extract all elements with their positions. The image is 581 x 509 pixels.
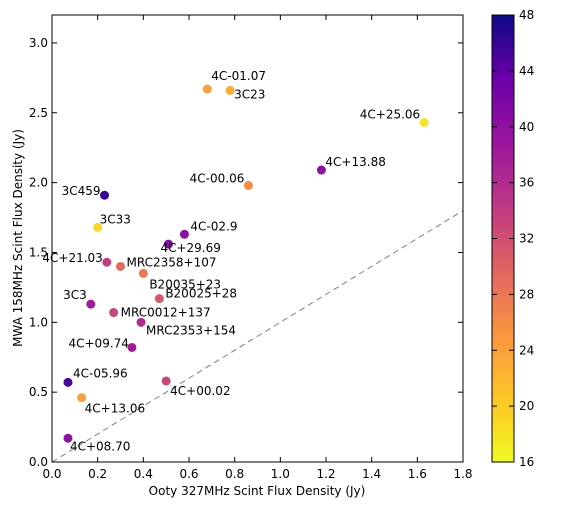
y-tick-label: 2.5 xyxy=(29,106,48,120)
data-point-label: 4C+25.06 xyxy=(360,108,420,122)
data-point xyxy=(138,268,148,278)
x-tick-label: 1.2 xyxy=(316,467,335,481)
data-point xyxy=(316,165,326,175)
x-axis-label: Ooty 327MHz Scint Flux Density (Jy) xyxy=(149,484,366,498)
data-point xyxy=(127,342,137,352)
data-point xyxy=(154,294,164,304)
data-point-label: 3C33 xyxy=(100,212,131,226)
data-point xyxy=(86,299,96,309)
data-point-label: MRC0012+137 xyxy=(121,306,211,320)
x-tick-label: 0.8 xyxy=(225,467,244,481)
x-tick-label: 1.0 xyxy=(271,467,290,481)
plot-frame xyxy=(51,14,464,463)
colorbar-tick-label: 16 xyxy=(519,455,534,469)
data-point xyxy=(179,229,189,239)
data-point-label: 3C459 xyxy=(62,184,101,198)
data-point-label: 4C+13.06 xyxy=(85,402,145,416)
colorbar-tick-label: 48 xyxy=(519,8,534,22)
x-tick-label: 0.0 xyxy=(42,467,61,481)
colorbar-tick-label: 36 xyxy=(519,176,534,190)
colorbar-tick-label: 20 xyxy=(519,399,534,413)
reference-line xyxy=(52,210,463,462)
data-point xyxy=(102,257,112,267)
x-axis-ticks: 0.0 0.2 0.4 0.6 0.8 1.0 1.2 1.4 1.6 1.8 xyxy=(42,15,473,481)
y-tick-label: 0.0 xyxy=(29,455,48,469)
data-point-label: 4C-05.96 xyxy=(73,366,128,380)
data-points xyxy=(63,84,429,443)
colorbar-tick-label: 40 xyxy=(519,120,534,134)
data-point-label: 3C3 xyxy=(63,288,87,302)
data-point xyxy=(77,393,87,403)
colorbar-tick-label: 28 xyxy=(519,287,534,301)
data-point xyxy=(63,377,73,387)
data-point-label: 4C+00.02 xyxy=(170,384,230,398)
data-point-label: B20025+28 xyxy=(165,287,237,301)
y-tick-label: 0.5 xyxy=(29,385,48,399)
data-point-label: B20035+23 xyxy=(149,277,221,291)
data-point-label: MRC2353+154 xyxy=(146,323,236,337)
data-point xyxy=(163,239,173,249)
point-labels: 4C-01.07 3C23 4C+25.06 4C+13.88 4C-00.06 3C45… xyxy=(42,69,420,453)
colorbar-tick-label: 32 xyxy=(519,232,534,246)
y-tick-label: 1.0 xyxy=(29,315,48,329)
y-tick-label: 2.0 xyxy=(29,176,48,190)
x-tick-label: 1.8 xyxy=(453,467,472,481)
x-tick-label: 0.6 xyxy=(179,467,198,481)
y-tick-label: 1.5 xyxy=(29,245,48,259)
data-point-label: MRC2358+107 xyxy=(127,255,217,269)
x-tick-label: 0.2 xyxy=(88,467,107,481)
data-point-label: 4C-01.07 xyxy=(211,69,266,83)
x-tick-label: 0.4 xyxy=(134,467,153,481)
colorbar-tick-label: 24 xyxy=(519,343,534,357)
data-point xyxy=(116,261,125,271)
y-axis-ticks: 0.0 0.5 1.0 1.5 2.0 2.5 3.0 xyxy=(29,36,463,469)
colorbar-tick-label: 44 xyxy=(519,64,534,78)
plot-area xyxy=(52,15,463,462)
y-axis-label: MWA 158MHz Scint Flux Density (Jy) xyxy=(11,129,25,347)
colorbar-ticks: 16 20 24 28 32 36 40 44 48 xyxy=(492,8,534,469)
data-point xyxy=(136,317,146,327)
data-point-label: 4C+08.70 xyxy=(70,439,130,453)
data-point-label: 4C+13.88 xyxy=(325,155,385,169)
x-tick-label: 1.6 xyxy=(408,467,427,481)
y-tick-label: 3.0 xyxy=(29,36,48,50)
data-point xyxy=(225,85,235,95)
data-point xyxy=(202,84,212,94)
data-point-label: 4C+29.69 xyxy=(160,241,220,255)
x-tick-label: 1.4 xyxy=(362,467,381,481)
data-point-label: 4C-00.06 xyxy=(190,171,245,185)
data-point-label: 4C+09.74 xyxy=(68,336,128,350)
data-point-label: 4C-02.9 xyxy=(190,219,237,233)
data-point xyxy=(109,308,119,318)
data-point xyxy=(100,190,110,200)
data-point-label: 4C+21.03 xyxy=(42,251,102,265)
data-point-label: 3C23 xyxy=(234,87,265,101)
data-point xyxy=(419,118,429,128)
data-point xyxy=(243,180,253,190)
data-point xyxy=(93,222,103,232)
data-point xyxy=(63,433,73,443)
data-point xyxy=(161,376,171,386)
